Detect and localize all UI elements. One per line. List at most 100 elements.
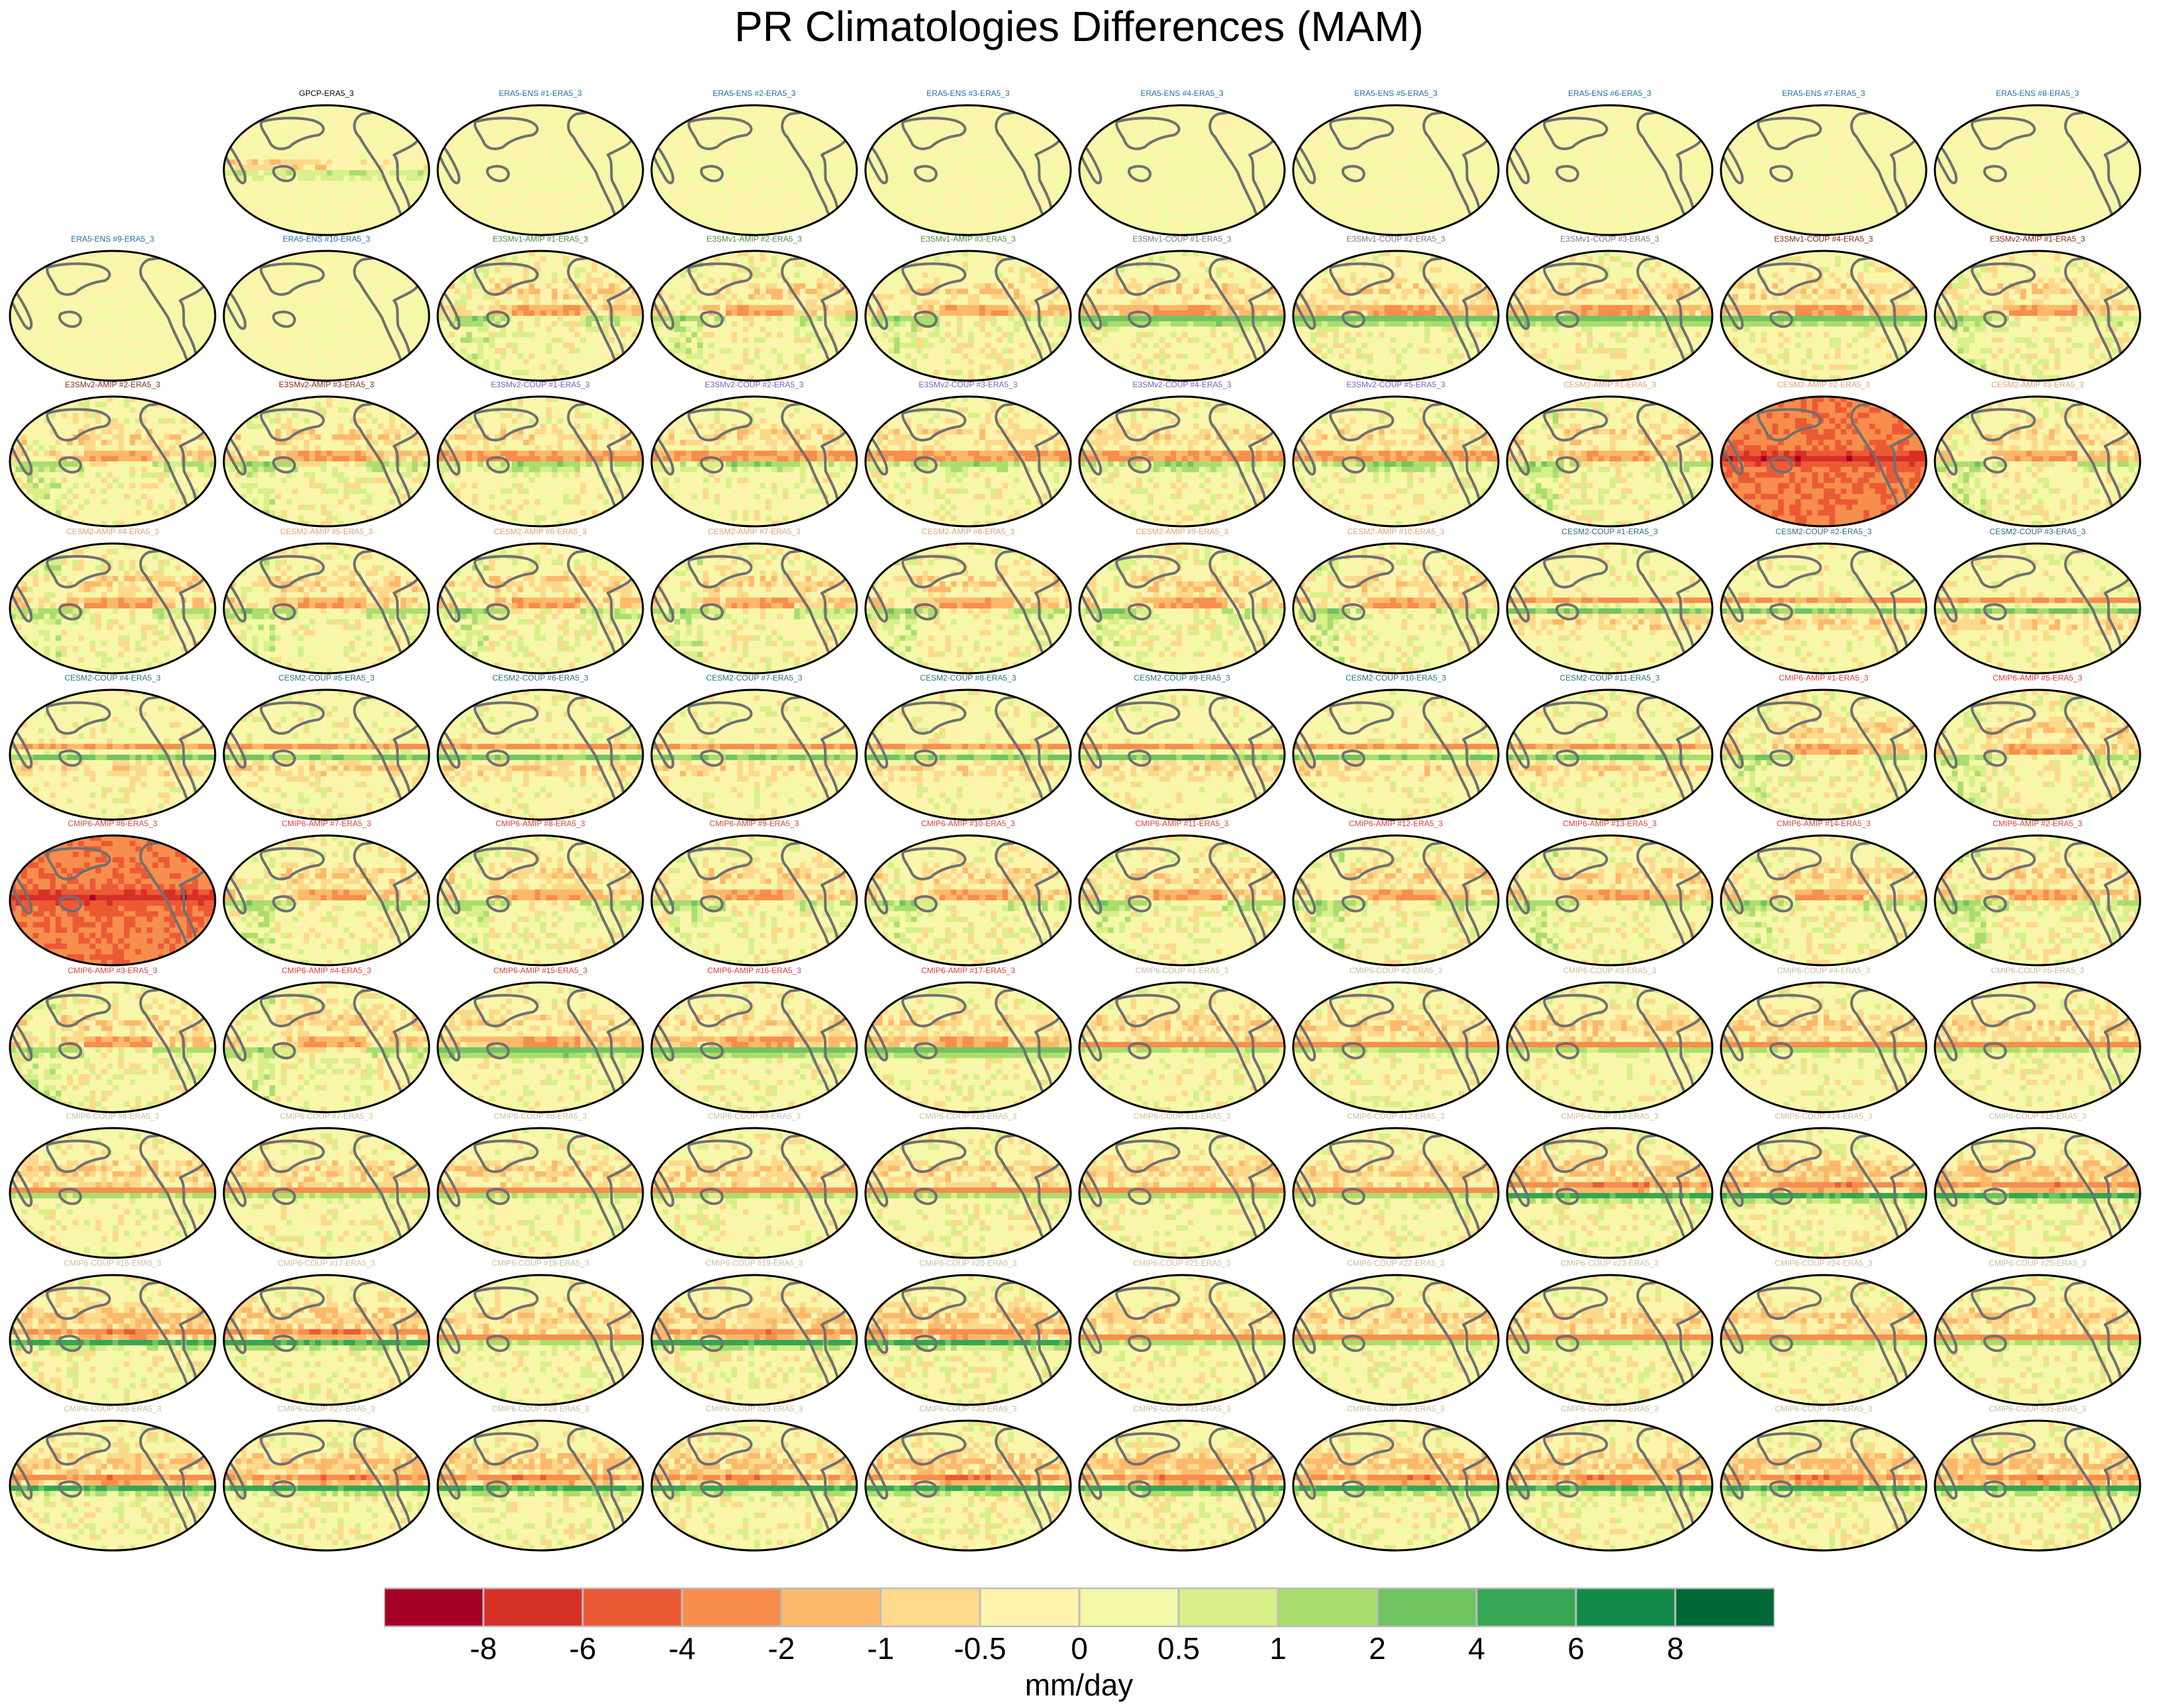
field-cell: [378, 143, 384, 149]
field-cell: [1048, 122, 1054, 128]
field-cell: [1036, 224, 1042, 230]
field-cell: [580, 208, 586, 214]
field-cell: [709, 160, 714, 166]
field-cell: [1385, 138, 1391, 144]
field-cell: [407, 175, 413, 181]
field-cell: [865, 132, 871, 138]
field-cell: [1165, 148, 1171, 154]
field-cell: [298, 197, 304, 203]
field-cell: [928, 203, 934, 209]
field-cell: [1065, 143, 1071, 149]
field-cell: [224, 105, 230, 111]
field-cell: [575, 203, 581, 209]
field-cell: [366, 197, 372, 203]
field-cell: [258, 187, 264, 193]
field-cell: [1102, 154, 1108, 160]
field-cell: [1299, 105, 1305, 111]
field-cell: [1182, 208, 1188, 214]
field-cell: [1079, 203, 1085, 209]
field-cell: [888, 160, 894, 166]
field-cell: [1402, 111, 1408, 117]
field-cell: [928, 170, 934, 176]
field-cell: [1262, 160, 1268, 166]
field-cell: [834, 181, 840, 187]
field-cell: [309, 224, 315, 230]
field-cell: [563, 224, 569, 230]
field-cell: [1188, 170, 1194, 176]
field-cell: [1153, 170, 1159, 176]
field-cell: [709, 127, 714, 133]
field-cell: [309, 170, 315, 176]
field-cell: [383, 213, 389, 219]
field-cell: [304, 111, 310, 117]
field-cell: [1048, 181, 1054, 187]
field-cell: [765, 192, 771, 198]
field-cell: [483, 192, 489, 198]
field-cell: [224, 197, 230, 203]
field-cell: [292, 122, 298, 128]
field-cell: [592, 148, 598, 154]
field-cell: [540, 219, 546, 225]
field-cell: [552, 127, 558, 133]
field-cell: [258, 111, 264, 117]
field-cell: [252, 127, 258, 133]
field-cell: [518, 192, 524, 198]
field-cell: [1165, 208, 1171, 214]
field-cell: [800, 132, 806, 138]
field-cell: [714, 122, 720, 128]
field-cell: [298, 148, 304, 154]
field-cell: [309, 192, 315, 198]
field-cell: [518, 197, 524, 203]
field-cell: [597, 132, 603, 138]
field-cell: [626, 224, 632, 230]
field-cell: [230, 208, 236, 214]
field-cell: [783, 165, 789, 171]
field-cell: [1418, 143, 1424, 149]
field-cell: [997, 192, 1003, 198]
field-cell: [575, 219, 581, 225]
field-cell: [418, 132, 424, 138]
field-cell: [597, 213, 603, 219]
field-cell: [270, 187, 275, 193]
field-cell: [888, 197, 894, 203]
field-cell: [680, 105, 686, 111]
field-cell: [580, 197, 586, 203]
field-cell: [652, 192, 658, 198]
field-cell: [489, 187, 495, 193]
field-cell: [1108, 148, 1114, 154]
field-cell: [1273, 127, 1279, 133]
field-cell: [609, 127, 614, 133]
field-cell: [438, 132, 444, 138]
field-cell: [680, 160, 686, 166]
field-cell: [806, 208, 812, 214]
field-cell: [1356, 148, 1362, 154]
field-cell: [760, 224, 766, 230]
field-cell: [1131, 203, 1137, 209]
field-cell: [1054, 111, 1059, 117]
field-cell: [760, 197, 766, 203]
field-cell: [270, 105, 275, 111]
field-cell: [534, 175, 540, 181]
field-cell: [957, 219, 963, 225]
field-cell: [477, 154, 483, 160]
field-cell: [928, 111, 934, 117]
field-cell: [264, 148, 270, 154]
field-cell: [1481, 175, 1487, 181]
field-cell: [811, 213, 817, 219]
field-cell: [603, 224, 609, 230]
field-cell: [1014, 187, 1020, 193]
field-cell: [754, 160, 760, 166]
field-cell: [726, 154, 732, 160]
field-cell: [472, 148, 478, 154]
field-cell: [743, 224, 749, 230]
field-cell: [407, 219, 413, 225]
field-cell: [1216, 170, 1222, 176]
field-cell: [754, 143, 760, 149]
field-cell: [1299, 127, 1305, 133]
field-cell: [529, 143, 535, 149]
field-cell: [224, 127, 230, 133]
field-cell: [720, 132, 726, 138]
field-cell: [1262, 116, 1268, 122]
field-cell: [979, 213, 985, 219]
field-cell: [1385, 127, 1391, 133]
